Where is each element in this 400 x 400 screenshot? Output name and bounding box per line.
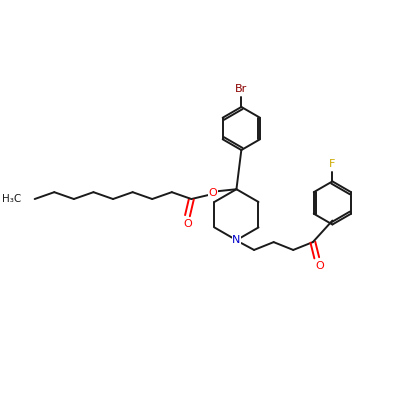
Text: O: O — [183, 220, 192, 230]
Text: O: O — [315, 261, 324, 271]
Text: O: O — [208, 188, 217, 198]
Text: F: F — [329, 159, 336, 169]
Text: H₃C: H₃C — [2, 194, 21, 204]
Text: Br: Br — [235, 84, 248, 94]
Text: N: N — [232, 235, 241, 245]
